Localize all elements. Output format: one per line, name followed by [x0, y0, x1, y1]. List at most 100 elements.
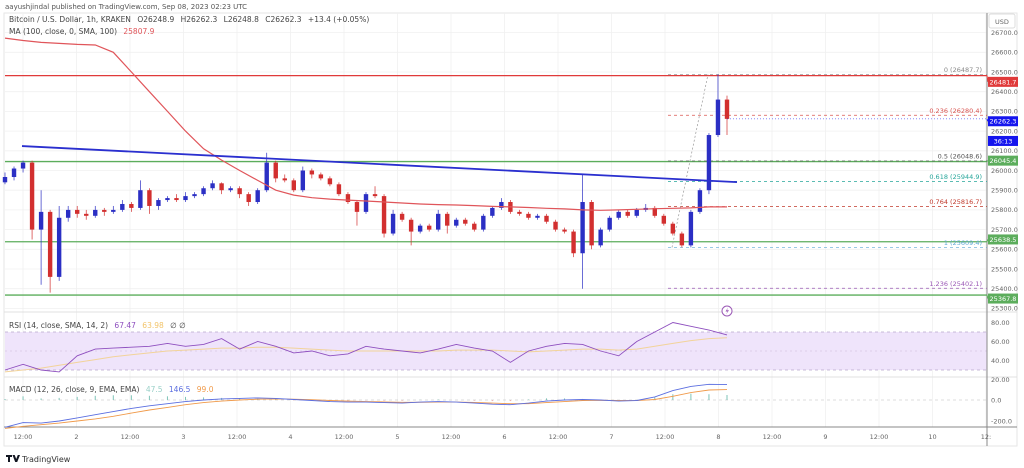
candle-body	[724, 99, 730, 119]
macd-signal-value: 99.0	[197, 385, 214, 394]
candle-body	[47, 211, 53, 277]
candle-body	[544, 215, 549, 222]
price-tick: 26600.0	[991, 49, 1018, 57]
price-tick: 26200.0	[991, 127, 1018, 135]
time-tick: 12:00	[442, 433, 461, 441]
candle-body	[616, 211, 621, 218]
candle-body	[219, 183, 224, 191]
candle-body	[345, 194, 351, 203]
support-price-label	[988, 234, 1018, 245]
bar-countdown-label	[988, 135, 1018, 146]
time-tick: 6	[502, 433, 506, 441]
candle-body	[201, 188, 206, 195]
fibonacci-retracement[interactable]: 0 (26487.7) 0.236 (26280.4) 0.5 (26048.6) 0…	[668, 66, 987, 289]
ma-value: 25807.9	[123, 27, 154, 36]
candle-body	[526, 213, 531, 218]
time-tick: 12:00	[549, 433, 568, 441]
candle-body	[210, 183, 215, 189]
candle-body	[652, 207, 657, 216]
candle-body	[75, 209, 80, 214]
currency-button[interactable]	[988, 13, 1016, 29]
price-tick: 25600.0	[991, 246, 1018, 254]
candle-body	[363, 194, 369, 212]
time-tick: 12:00	[121, 433, 140, 441]
ohlc-open: O26248.9	[137, 15, 174, 24]
candle-body	[571, 231, 576, 254]
rsi-sma-line	[4, 337, 728, 373]
symbol-label[interactable]: Bitcoin / U.S. Dollar, 1h, KRAKEN	[9, 15, 131, 24]
candle-body	[336, 184, 342, 195]
candle-body	[499, 202, 504, 208]
candle-body	[38, 211, 44, 230]
support-label-connector	[986, 239, 989, 242]
lightning-icon[interactable]	[721, 305, 733, 317]
price-tick: 25300.0	[991, 305, 1018, 313]
candle-body	[715, 99, 721, 136]
candle-body	[399, 213, 405, 220]
candle-body	[93, 209, 98, 216]
candle-body	[688, 211, 694, 246]
candle-body	[264, 162, 269, 191]
trendline[interactable]	[21, 145, 738, 184]
rsi-label[interactable]: RSI (14, close, SMA, 14, 2)	[9, 321, 108, 330]
time-tick: 9	[823, 433, 827, 441]
candle-body	[156, 200, 161, 206]
candle-body	[65, 209, 71, 218]
candle-body	[472, 223, 477, 230]
rsi-extra: ∅ ∅	[170, 321, 185, 330]
candle-body	[562, 229, 567, 232]
current-price-connector	[986, 118, 989, 122]
candle-body	[490, 207, 495, 216]
candle-body	[426, 225, 432, 230]
price-tick: 25700.0	[991, 226, 1018, 234]
price-tick: 25400.0	[991, 285, 1018, 293]
candle-body	[183, 196, 188, 201]
candle-body	[408, 219, 414, 232]
horizontal-levels: 26481.7 26045.4 25638.5 25367.8	[5, 74, 1018, 304]
candle-body	[580, 202, 585, 254]
svg-text:RSI (14, close, SMA, 14, 2): RSI (14, close, SMA, 14, 2) 67.47 63.98 …	[9, 321, 186, 330]
time-tick: 3	[181, 433, 185, 441]
candle-body	[625, 211, 630, 216]
time-tick: 12:	[981, 433, 991, 441]
time-tick: 12:00	[763, 433, 782, 441]
candle-body	[147, 190, 152, 206]
rsi-line	[4, 322, 728, 373]
candle-body	[634, 209, 639, 216]
candle-body	[318, 174, 324, 179]
candle-body	[670, 223, 676, 234]
candle-body	[255, 190, 260, 203]
candle-body	[697, 190, 703, 212]
tradingview-logo	[6, 455, 21, 462]
price-tick: 26300.0	[991, 108, 1018, 116]
resistance-label-connector	[986, 75, 989, 82]
price-tick: 26500.0	[991, 68, 1018, 76]
candle-body	[282, 178, 287, 181]
candle-body	[436, 213, 441, 230]
time-tick: 12:00	[870, 433, 889, 441]
time-tick: 12:00	[14, 433, 33, 441]
candle-body	[192, 194, 197, 197]
candle-body	[111, 209, 116, 212]
candle-body	[354, 202, 360, 212]
ma-label[interactable]: MA (100, close, 0, SMA, 100)	[9, 27, 117, 36]
candle-body	[517, 211, 522, 214]
candle-body	[553, 221, 558, 230]
candle-body	[454, 219, 459, 226]
time-tick: 12:00	[228, 433, 247, 441]
candle-body	[29, 162, 35, 230]
chart-frame	[3, 12, 1018, 447]
support-price-text: 25638.5	[990, 236, 1017, 244]
footer-brand: TradingView	[21, 455, 71, 464]
macd-label[interactable]: MACD (12, 26, close, 9, EMA, EMA)	[9, 385, 139, 394]
price-tick: 25800.0	[991, 206, 1018, 214]
candle-body	[607, 217, 612, 230]
candle-body	[56, 217, 62, 277]
time-tick: 10	[928, 433, 936, 441]
price-tick: 25900.0	[991, 187, 1018, 195]
candle-body	[84, 213, 89, 216]
price-tick: 26100.0	[991, 147, 1018, 155]
rsi-sma-value: 63.98	[142, 321, 164, 330]
candle-body	[2, 177, 8, 183]
